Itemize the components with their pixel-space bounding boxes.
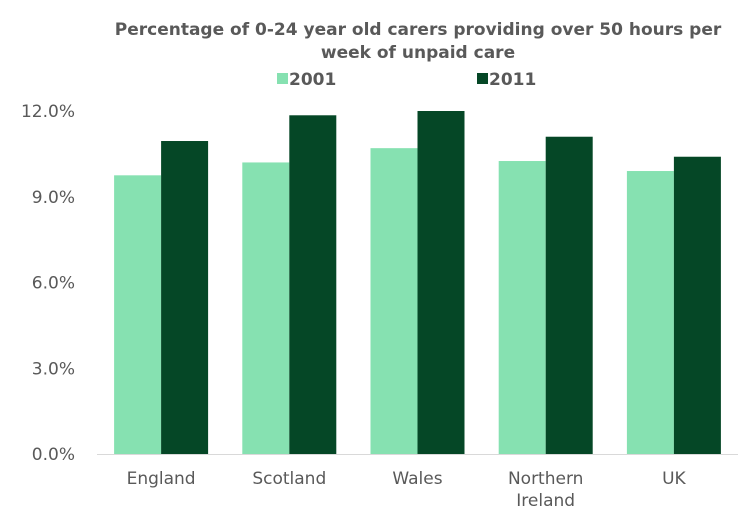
x-category-label: Northern Ireland [508, 469, 583, 511]
bars [114, 111, 721, 455]
y-tick-label: 12.0% [21, 102, 75, 122]
chart-title: Percentage of 0-24 year old carers provi… [115, 20, 722, 63]
x-category-label: Wales [392, 469, 442, 489]
bar-2001-england [114, 175, 162, 454]
x-category-label: England [127, 469, 196, 489]
bar-2001-northern-ireland [498, 161, 546, 455]
bar-2001-uk [626, 171, 674, 454]
chart-title-line: week of unpaid care [321, 43, 515, 63]
legend: 2001 2011 [277, 70, 536, 90]
y-tick-label: 0.0% [32, 445, 75, 465]
legend-label-2001: 2001 [289, 70, 336, 90]
legend-label-2011: 2011 [489, 70, 536, 90]
y-tick-label: 6.0% [32, 274, 75, 294]
legend-swatch-2011 [477, 73, 488, 84]
bar-2011-england [161, 141, 209, 454]
y-tick-label: 3.0% [32, 359, 75, 379]
bar-2011-uk [673, 156, 721, 454]
chart-title-line: Percentage of 0-24 year old carers provi… [115, 20, 722, 40]
legend-swatch-2001 [277, 73, 288, 84]
bar-2001-wales [370, 148, 418, 455]
y-tick-label: 9.0% [32, 188, 75, 208]
bar-2011-wales [417, 111, 465, 454]
x-category-label: Scotland [252, 469, 326, 489]
bar-2011-scotland [289, 115, 337, 454]
x-category-label: UK [662, 469, 686, 489]
bar-2011-northern-ireland [545, 136, 593, 454]
x-axis: England Scotland Wales Northern Ireland UK [97, 454, 738, 511]
bar-2001-scotland [242, 162, 290, 454]
y-axis: 0.0% 3.0% 6.0% 9.0% 12.0% [21, 102, 75, 465]
